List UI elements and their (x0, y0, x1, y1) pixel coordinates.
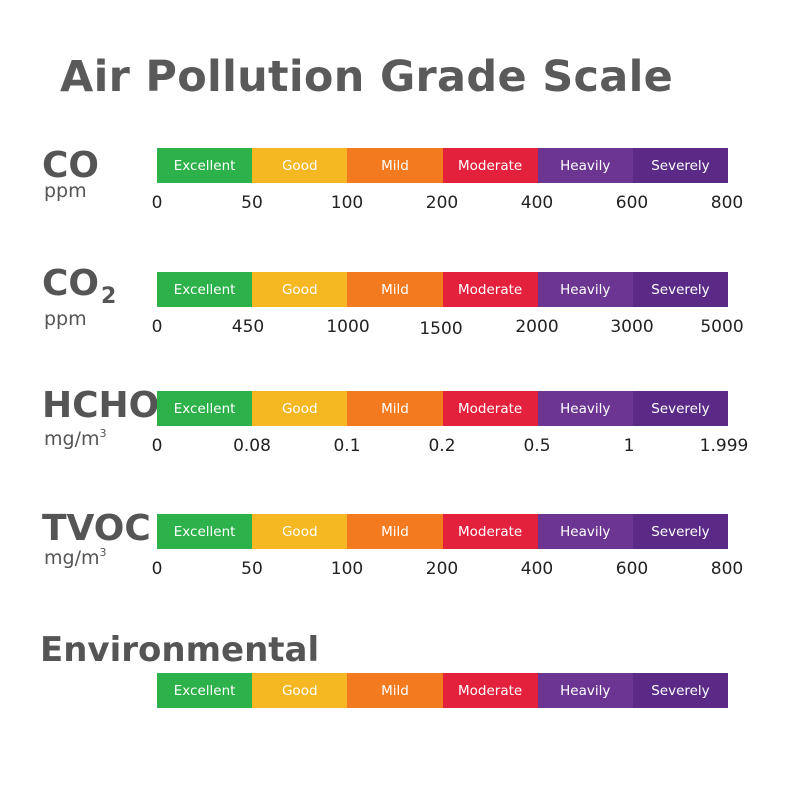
grade-severely: Severely (632, 514, 729, 549)
grade-heavily: Heavily (537, 673, 633, 708)
grade-severely: Severely (632, 148, 729, 183)
grade-moderate: Moderate (442, 391, 538, 426)
co2-label: CO2 (42, 263, 117, 309)
hcho-tick: 0.5 (523, 436, 551, 456)
environmental-label: Environmental (40, 630, 320, 670)
tvoc-tick: 400 (520, 559, 554, 579)
hcho-tick: 0.08 (233, 436, 271, 456)
grade-severely: Severely (632, 673, 729, 708)
co-tick: 0 (151, 193, 163, 213)
grade-mild: Mild (347, 673, 443, 708)
co2-tick: 5000 (700, 317, 744, 337)
hcho-unit-superscript: 3 (99, 427, 107, 440)
grade-good: Good (252, 148, 348, 183)
tvoc-tick: 800 (710, 559, 744, 579)
grade-moderate: Moderate (442, 272, 538, 307)
co-tick: 50 (241, 193, 263, 213)
co-scale-row: CO ppm Excellent Good Mild Moderate Heav… (0, 148, 800, 228)
hcho-unit: mg/m3 (44, 427, 107, 450)
grade-mild: Mild (347, 391, 443, 426)
co2-grade-bar: Excellent Good Mild Moderate Heavily Sev… (157, 272, 729, 307)
tvoc-grade-bar: Excellent Good Mild Moderate Heavily Sev… (157, 514, 729, 549)
grade-heavily: Heavily (537, 148, 633, 183)
grade-moderate: Moderate (442, 148, 538, 183)
grade-heavily: Heavily (537, 272, 633, 307)
tvoc-tick: 200 (425, 559, 459, 579)
co2-tick: 1500 (419, 319, 463, 339)
tvoc-scale-row: TVOC mg/m3 Excellent Good Mild Moderate … (0, 508, 800, 594)
hcho-tick: 0 (151, 436, 163, 456)
co2-tick: 1000 (326, 317, 370, 337)
grade-excellent: Excellent (157, 391, 253, 426)
co2-scale-row: CO2 ppm Excellent Good Mild Moderate Hea… (0, 266, 800, 352)
hcho-tick: 1 (623, 436, 635, 456)
grade-excellent: Excellent (157, 514, 253, 549)
grade-severely: Severely (632, 391, 729, 426)
grade-good: Good (252, 272, 348, 307)
grade-heavily: Heavily (537, 391, 633, 426)
co-tick: 100 (330, 193, 364, 213)
hcho-scale-row: HCHO mg/m3 Excellent Good Mild Moderate … (0, 385, 800, 471)
grade-mild: Mild (347, 148, 443, 183)
tvoc-tick: 0 (151, 559, 163, 579)
environmental-grade-bar: Excellent Good Mild Moderate Heavily Sev… (157, 673, 729, 708)
grade-mild: Mild (347, 514, 443, 549)
tvoc-tick: 600 (615, 559, 649, 579)
grade-heavily: Heavily (537, 514, 633, 549)
co2-tick: 450 (231, 317, 265, 337)
page-title: Air Pollution Grade Scale (60, 52, 674, 102)
grade-good: Good (252, 391, 348, 426)
grade-good: Good (252, 514, 348, 549)
tvoc-label: TVOC (42, 508, 151, 549)
tvoc-tick: 100 (330, 559, 364, 579)
co2-subscript: 2 (101, 284, 117, 309)
co-grade-bar: Excellent Good Mild Moderate Heavily Sev… (157, 148, 729, 183)
co-tick: 200 (425, 193, 459, 213)
co2-tick: 2000 (515, 317, 559, 337)
tvoc-unit-superscript: 3 (99, 546, 107, 559)
co2-unit: ppm (44, 308, 87, 330)
hcho-tick: 0.2 (428, 436, 456, 456)
hcho-label: HCHO (42, 385, 160, 426)
hcho-tick: 0.1 (333, 436, 361, 456)
co-label: CO (42, 145, 100, 186)
grade-excellent: Excellent (157, 673, 253, 708)
co-unit: ppm (44, 180, 87, 202)
co-tick: 600 (615, 193, 649, 213)
co2-tick: 0 (151, 317, 163, 337)
co-tick: 800 (710, 193, 744, 213)
grade-moderate: Moderate (442, 673, 538, 708)
grade-severely: Severely (632, 272, 729, 307)
hcho-grade-bar: Excellent Good Mild Moderate Heavily Sev… (157, 391, 729, 426)
grade-good: Good (252, 673, 348, 708)
environmental-scale-row: Excellent Good Mild Moderate Heavily Sev… (0, 673, 800, 753)
tvoc-tick: 50 (241, 559, 263, 579)
co2-tick: 3000 (610, 317, 654, 337)
grade-excellent: Excellent (157, 148, 253, 183)
co-tick: 400 (520, 193, 554, 213)
grade-moderate: Moderate (442, 514, 538, 549)
hcho-tick: 1.999 (699, 436, 749, 456)
grade-excellent: Excellent (157, 272, 253, 307)
grade-mild: Mild (347, 272, 443, 307)
tvoc-unit: mg/m3 (44, 546, 107, 569)
